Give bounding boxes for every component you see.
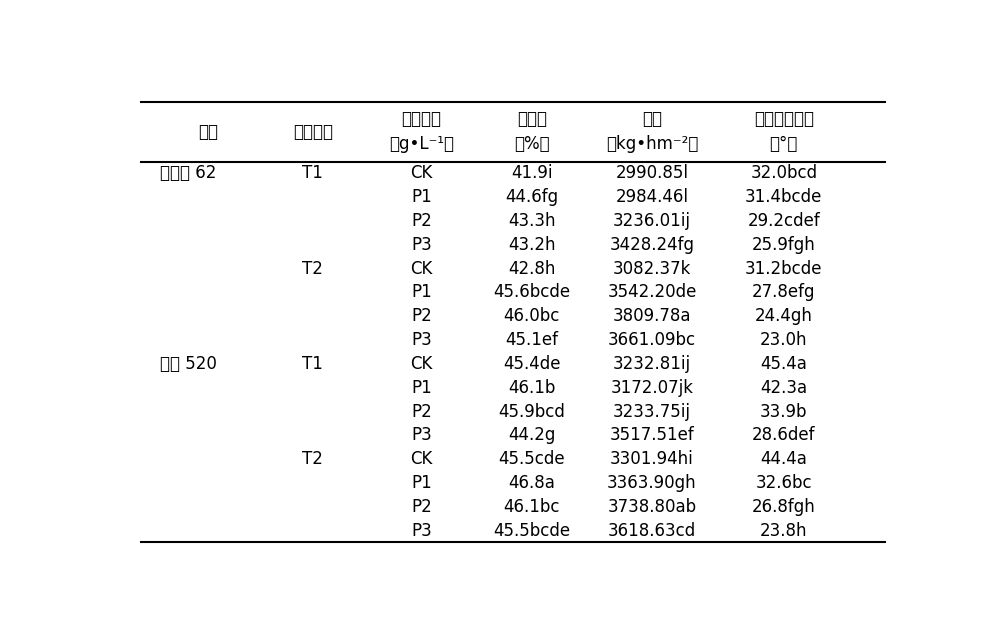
- Text: 43.2h: 43.2h: [508, 236, 556, 254]
- Text: 3232.81ij: 3232.81ij: [613, 355, 691, 373]
- Text: CK: CK: [410, 450, 433, 468]
- Text: 23.0h: 23.0h: [760, 331, 808, 349]
- Text: 41.9i: 41.9i: [511, 164, 553, 182]
- Text: 3301.94hi: 3301.94hi: [610, 450, 694, 468]
- Text: 33.9b: 33.9b: [760, 402, 808, 421]
- Text: 46.0bc: 46.0bc: [504, 307, 560, 325]
- Text: 沣油 520: 沣油 520: [160, 355, 217, 373]
- Text: 3809.78a: 3809.78a: [613, 307, 691, 325]
- Text: 喷施浓度: 喷施浓度: [401, 110, 441, 128]
- Text: （kg•hm⁻²）: （kg•hm⁻²）: [606, 135, 698, 153]
- Text: （°）: （°）: [770, 135, 798, 153]
- Text: T2: T2: [302, 260, 323, 278]
- Text: 44.2g: 44.2g: [508, 426, 556, 444]
- Text: 3082.37k: 3082.37k: [613, 260, 691, 278]
- Text: 3236.01ij: 3236.01ij: [613, 212, 691, 230]
- Text: 田间倒伏角度: 田间倒伏角度: [754, 110, 814, 128]
- Text: 31.2bcde: 31.2bcde: [745, 260, 822, 278]
- Text: 3363.90gh: 3363.90gh: [607, 474, 697, 492]
- Text: 2984.46l: 2984.46l: [616, 188, 688, 206]
- Text: 3233.75ij: 3233.75ij: [613, 402, 691, 421]
- Text: 46.1bc: 46.1bc: [504, 498, 560, 516]
- Text: 含油量: 含油量: [517, 110, 547, 128]
- Text: 28.6def: 28.6def: [752, 426, 816, 444]
- Text: P3: P3: [411, 426, 432, 444]
- Text: CK: CK: [410, 260, 433, 278]
- Text: T1: T1: [302, 355, 323, 373]
- Text: 44.6fg: 44.6fg: [505, 188, 558, 206]
- Text: 45.5cde: 45.5cde: [499, 450, 565, 468]
- Text: P1: P1: [411, 379, 432, 397]
- Text: P1: P1: [411, 283, 432, 301]
- Text: P3: P3: [411, 236, 432, 254]
- Text: 2990.85l: 2990.85l: [616, 164, 688, 182]
- Text: 3661.09bc: 3661.09bc: [608, 331, 696, 349]
- Text: 44.4a: 44.4a: [760, 450, 807, 468]
- Text: 45.9bcd: 45.9bcd: [498, 402, 565, 421]
- Text: 品种: 品种: [198, 123, 218, 141]
- Text: 42.3a: 42.3a: [760, 379, 807, 397]
- Text: （%）: （%）: [514, 135, 550, 153]
- Text: P2: P2: [411, 498, 432, 516]
- Text: 华油杂 62: 华油杂 62: [160, 164, 216, 182]
- Text: P1: P1: [411, 188, 432, 206]
- Text: 45.6bcde: 45.6bcde: [493, 283, 570, 301]
- Text: P1: P1: [411, 474, 432, 492]
- Text: 3618.63cd: 3618.63cd: [608, 522, 696, 540]
- Text: 3428.24fg: 3428.24fg: [610, 236, 694, 254]
- Text: 43.3h: 43.3h: [508, 212, 556, 230]
- Text: P2: P2: [411, 212, 432, 230]
- Text: 31.4bcde: 31.4bcde: [745, 188, 822, 206]
- Text: 产量: 产量: [642, 110, 662, 128]
- Text: P2: P2: [411, 307, 432, 325]
- Text: 26.8fgh: 26.8fgh: [752, 498, 816, 516]
- Text: 45.4de: 45.4de: [503, 355, 561, 373]
- Text: 32.6bc: 32.6bc: [755, 474, 812, 492]
- Text: P3: P3: [411, 522, 432, 540]
- Text: CK: CK: [410, 355, 433, 373]
- Text: 45.4a: 45.4a: [760, 355, 807, 373]
- Text: 3738.80ab: 3738.80ab: [607, 498, 697, 516]
- Text: P3: P3: [411, 331, 432, 349]
- Text: 45.5bcde: 45.5bcde: [493, 522, 570, 540]
- Text: P2: P2: [411, 402, 432, 421]
- Text: 42.8h: 42.8h: [508, 260, 556, 278]
- Text: 46.8a: 46.8a: [508, 474, 555, 492]
- Text: CK: CK: [410, 164, 433, 182]
- Text: 46.1b: 46.1b: [508, 379, 556, 397]
- Text: 23.8h: 23.8h: [760, 522, 808, 540]
- Text: 29.2cdef: 29.2cdef: [747, 212, 820, 230]
- Text: 24.4gh: 24.4gh: [755, 307, 813, 325]
- Text: 27.8efg: 27.8efg: [752, 283, 816, 301]
- Text: 25.9fgh: 25.9fgh: [752, 236, 816, 254]
- Text: 3542.20de: 3542.20de: [607, 283, 697, 301]
- Text: 3172.07jk: 3172.07jk: [610, 379, 694, 397]
- Text: 喷施时期: 喷施时期: [293, 123, 333, 141]
- Text: T2: T2: [302, 450, 323, 468]
- Text: 45.1ef: 45.1ef: [505, 331, 558, 349]
- Text: 3517.51ef: 3517.51ef: [610, 426, 694, 444]
- Text: （g•L⁻¹）: （g•L⁻¹）: [389, 135, 454, 153]
- Text: 32.0bcd: 32.0bcd: [750, 164, 817, 182]
- Text: T1: T1: [302, 164, 323, 182]
